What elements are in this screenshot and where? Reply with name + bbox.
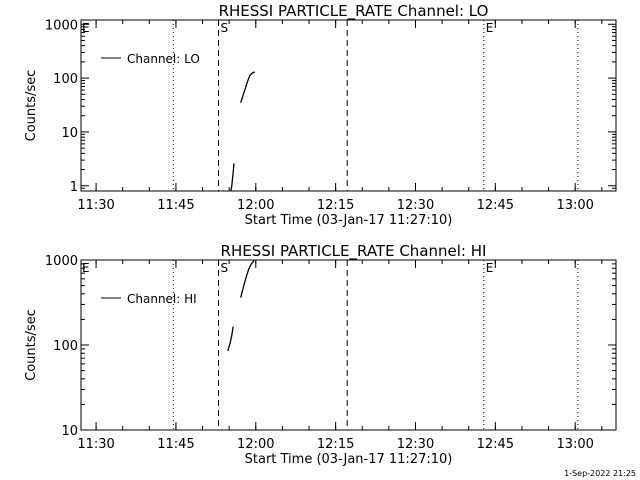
event-marker-label: E	[486, 21, 494, 35]
chart-title: RHESSI PARTICLE_RATE Channel: HI	[221, 242, 487, 261]
x-tick-label: 12:30	[397, 437, 434, 452]
y-tick-label: 1000	[45, 18, 78, 33]
x-axis-label: Start Time (03-Jan-17 11:27:10)	[245, 213, 453, 228]
series-line	[240, 71, 256, 103]
series-line	[240, 260, 255, 298]
x-tick-label: 11:30	[77, 437, 114, 452]
y-tick-label: 10	[61, 126, 78, 141]
x-axis-label: Start Time (03-Jan-17 11:27:10)	[245, 452, 453, 467]
legend-label: Channel: HI	[127, 292, 197, 306]
x-tick-label: 12:00	[237, 437, 274, 452]
x-tick-label: 13:00	[556, 437, 593, 452]
x-tick-label: 12:00	[237, 198, 274, 213]
x-tick-label: 12:30	[397, 198, 434, 213]
legend-label: Channel: LO	[127, 52, 200, 66]
plot-timestamp: 1-Sep-2022 21:25	[564, 469, 636, 478]
event-marker-label: S	[221, 21, 229, 35]
x-tick-label: 12:45	[477, 437, 514, 452]
x-tick-label: 13:00	[556, 198, 593, 213]
plot-frame	[80, 259, 617, 431]
edge-marker-label: E	[82, 261, 90, 275]
y-tick-label: 100	[53, 339, 78, 354]
y-tick-label: 100	[53, 72, 78, 87]
chart-title: RHESSI PARTICLE_RATE Channel: LO	[219, 2, 489, 21]
y-tick-label: 1000	[45, 254, 78, 269]
x-tick-label: 11:45	[157, 198, 194, 213]
panel-2: RHESSI PARTICLE_RATE Channel: HI 10 100 100…	[24, 242, 617, 467]
x-tick-label: 11:45	[157, 437, 194, 452]
x-tick-label: 12:15	[317, 437, 354, 452]
edge-marker-label: E	[82, 21, 90, 35]
y-axis-label: Counts/sec	[24, 70, 39, 142]
event-marker-label: E	[486, 261, 494, 275]
series-line	[230, 163, 235, 192]
plot-frame	[80, 19, 617, 192]
x-tick-label: 11:30	[77, 198, 114, 213]
panel-1: RHESSI PARTICLE_RATE Channel: LO 1 10 100 10…	[24, 2, 617, 228]
y-tick-label: 1	[70, 180, 78, 195]
y-tick-label: 10	[61, 424, 78, 439]
event-marker-label: S	[221, 261, 229, 275]
series-line	[227, 326, 234, 352]
y-axis-label: Counts/sec	[24, 309, 39, 381]
x-tick-label: 12:45	[477, 198, 514, 213]
x-tick-label: 12:15	[317, 198, 354, 213]
